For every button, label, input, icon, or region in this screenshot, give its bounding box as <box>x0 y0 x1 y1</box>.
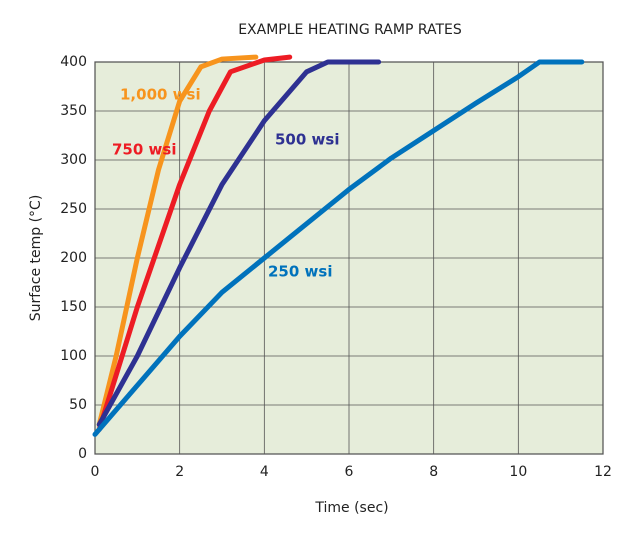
x-tick-label: 0 <box>91 464 100 480</box>
y-tick-label: 400 <box>60 54 87 70</box>
x-tick-label: 6 <box>345 464 354 480</box>
series-line <box>96 59 382 428</box>
series-label: 1,000 wsi <box>120 86 201 104</box>
y-tick-label: 300 <box>60 152 87 168</box>
y-tick-label: 0 <box>78 446 87 462</box>
y-tick-label: 200 <box>60 250 87 266</box>
x-tick-label: 12 <box>594 464 612 480</box>
series-label: 750 wsi <box>112 141 176 159</box>
series-line <box>92 59 585 437</box>
y-tick-label: 250 <box>60 201 87 217</box>
x-tick-label: 2 <box>175 464 184 480</box>
chart-title: EXAMPLE HEATING RAMP RATES <box>238 22 462 38</box>
y-tick-label: 150 <box>60 299 87 315</box>
y-tick-label: 50 <box>69 397 87 413</box>
series-line <box>96 54 259 428</box>
x-tick-label: 10 <box>509 464 527 480</box>
series-label: 500 wsi <box>275 131 339 149</box>
series-label: 250 wsi <box>268 263 332 281</box>
x-tick-label: 4 <box>260 464 269 480</box>
y-tick-label: 100 <box>60 348 87 364</box>
x-tick-label: 8 <box>429 464 438 480</box>
y-axis-label: Surface temp (°C) <box>28 195 44 322</box>
series-line <box>96 54 293 432</box>
x-axis-label: Time (sec) <box>314 500 388 516</box>
y-tick-label: 350 <box>60 103 87 119</box>
